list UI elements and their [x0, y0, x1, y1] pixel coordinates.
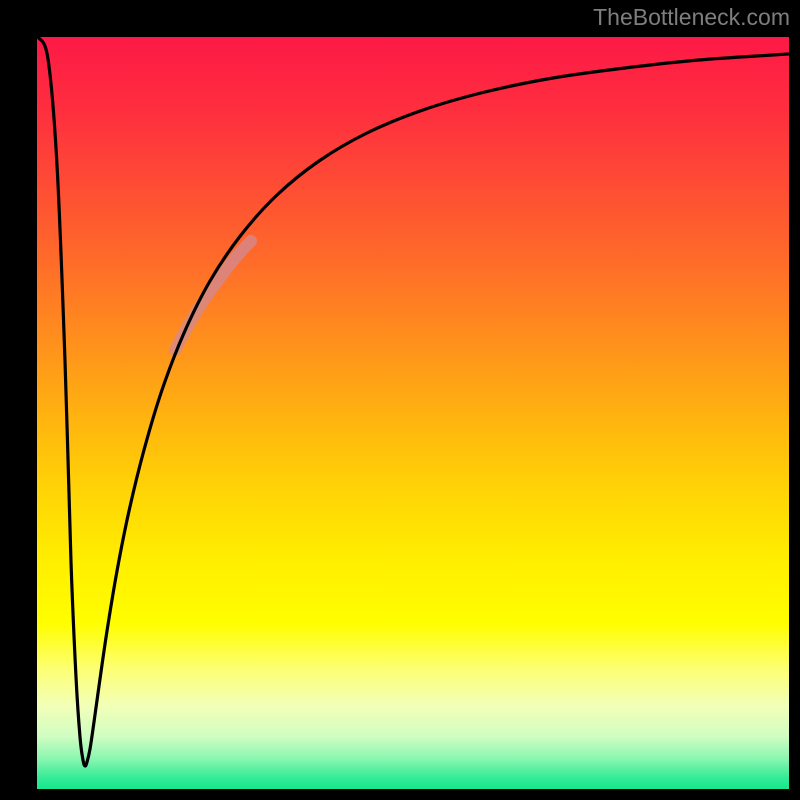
curve-svg: [37, 37, 789, 789]
main-curve: [38, 37, 788, 766]
chart-frame: TheBottleneck.com: [0, 0, 800, 800]
plot-area: [37, 37, 789, 789]
watermark-text: TheBottleneck.com: [593, 4, 790, 31]
highlight-segment: [175, 241, 251, 350]
curve-group: [38, 37, 788, 766]
